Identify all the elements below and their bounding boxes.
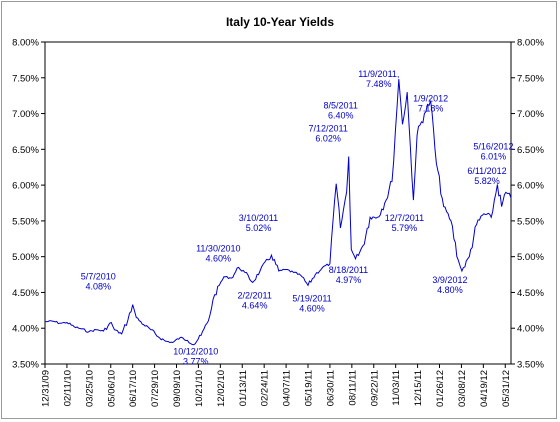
annotation-value: 4.80%: [437, 285, 463, 295]
y-tick-label-left: 5.00%: [12, 252, 39, 263]
x-tick-label: 11/03/11: [391, 370, 402, 406]
y-tick-label-right: 6.00%: [517, 181, 544, 192]
x-tick-label: 09/22/11: [369, 370, 380, 406]
chart-title: Italy 10-Year Yields: [226, 15, 334, 29]
y-axis-left: 3.50% 4.00% 4.50% 5.00% 5.50% 6.00% 6.50% 7.00%…: [12, 38, 45, 371]
x-tick-label: 04/19/12: [479, 370, 490, 407]
x-tick-label: 12/02/10: [216, 370, 227, 407]
annotation-date: 5/16/2012: [473, 141, 513, 151]
y-tick-label-right: 4.50%: [517, 288, 544, 299]
annotation-date: 11/9/2011,: [358, 69, 399, 79]
y-tick-label-right: 8.00%: [517, 38, 544, 49]
y-tick-label-left: 6.50%: [12, 145, 39, 156]
y-tick-label-right: 7.50%: [517, 73, 544, 84]
annotation-date: 8/5/2011: [324, 100, 358, 110]
y-tick-label-right: 7.00%: [517, 109, 544, 120]
y-tick-label-right: 4.00%: [517, 324, 544, 335]
x-axis: 12/31/09 02/11/10 03/25/10 05/06/10 06/17/10…: [41, 364, 512, 407]
annotation-value: 5.79%: [392, 223, 418, 233]
y-tick-label-left: 4.00%: [12, 324, 39, 335]
y-tick-label-left: 3.50%: [12, 360, 39, 371]
annotation-value: 4.64%: [242, 300, 268, 310]
annotation-date: 8/18/2011: [329, 265, 368, 275]
annotation-date: 2/2/2011: [238, 290, 272, 300]
annotation-date: 10/12/2010: [173, 347, 218, 357]
annotation-date: 6/11/2012: [467, 166, 506, 176]
annotation-value: 4.60%: [206, 253, 232, 263]
y-tick-label-left: 6.00%: [12, 181, 39, 192]
y-tick-label-left: 7.00%: [12, 109, 39, 120]
annotation-value: 4.08%: [86, 281, 112, 291]
annotation-value: 3.77%: [183, 357, 209, 367]
series-layer: [44, 79, 512, 346]
y-axis-right: 3.50% 4.00% 4.50% 5.00% 5.50% 6.00% 6.50% 7.00%…: [511, 38, 544, 371]
annotation-value: 5.82%: [474, 176, 500, 186]
annotation-value: 6.01%: [481, 151, 507, 161]
x-tick-label: 12/31/09: [41, 370, 52, 407]
annotation-value: 6.40%: [328, 110, 354, 120]
series-line: [44, 79, 512, 346]
x-tick-label: 05/19/11: [304, 370, 315, 406]
x-tick-label: 01/26/12: [435, 370, 446, 407]
annotation-value: 7.18%: [418, 104, 444, 114]
annotation-value: 4.97%: [336, 275, 362, 285]
y-tick-label-right: 5.00%: [517, 252, 544, 263]
annotation-date: 11/30/2010: [196, 243, 240, 253]
y-tick-label-right: 5.50%: [517, 216, 544, 227]
x-tick-label: 04/07/11: [282, 370, 293, 406]
annotation-date: 3/10/2011: [239, 213, 278, 223]
annotation-date: 1/9/2012: [413, 94, 448, 104]
x-tick-label: 12/15/11: [413, 370, 424, 406]
annotation-date: 5/7/2010: [81, 271, 116, 281]
x-tick-label: 06/17/10: [128, 370, 139, 407]
x-tick-label: 08/11/11: [347, 370, 358, 406]
x-tick-label: 01/13/11: [238, 370, 249, 406]
x-tick-label: 02/11/10: [62, 370, 73, 406]
y-tick-label-left: 5.50%: [12, 216, 39, 227]
y-tick-label-left: 7.50%: [12, 73, 39, 84]
x-tick-label: 07/29/10: [150, 370, 161, 407]
annotation-date: 7/12/2011: [308, 124, 347, 134]
y-tick-label-right: 6.50%: [517, 145, 544, 156]
annotation-date: 3/9/2012: [432, 275, 467, 285]
annotation-date: 5/19/2011: [292, 293, 331, 303]
x-tick-label: 09/09/10: [172, 370, 183, 407]
y-tick-label-left: 4.50%: [12, 288, 39, 299]
x-tick-label: 10/21/10: [194, 370, 205, 407]
x-tick-label: 03/08/12: [457, 370, 468, 407]
y-tick-label-left: 8.00%: [12, 38, 39, 49]
x-tick-label: 03/25/10: [84, 370, 95, 407]
annotation-value: 5.02%: [246, 223, 272, 233]
annotation-value: 7.48%: [366, 79, 392, 89]
annotation-value: 6.02%: [315, 134, 341, 144]
x-tick-label: 05/31/12: [501, 370, 512, 407]
y-tick-label-right: 3.50%: [517, 360, 544, 371]
annotation-value: 4.60%: [299, 303, 325, 313]
annotation-date: 12/7/2011: [385, 213, 424, 223]
annotation-layer: 5/7/20104.08%10/12/20103.77%11/30/20104.…: [81, 69, 514, 366]
x-tick-label: 06/30/11: [325, 370, 336, 406]
plot-area: [44, 41, 512, 365]
x-tick-label: 02/24/11: [260, 370, 271, 406]
x-tick-label: 05/06/10: [106, 370, 117, 407]
